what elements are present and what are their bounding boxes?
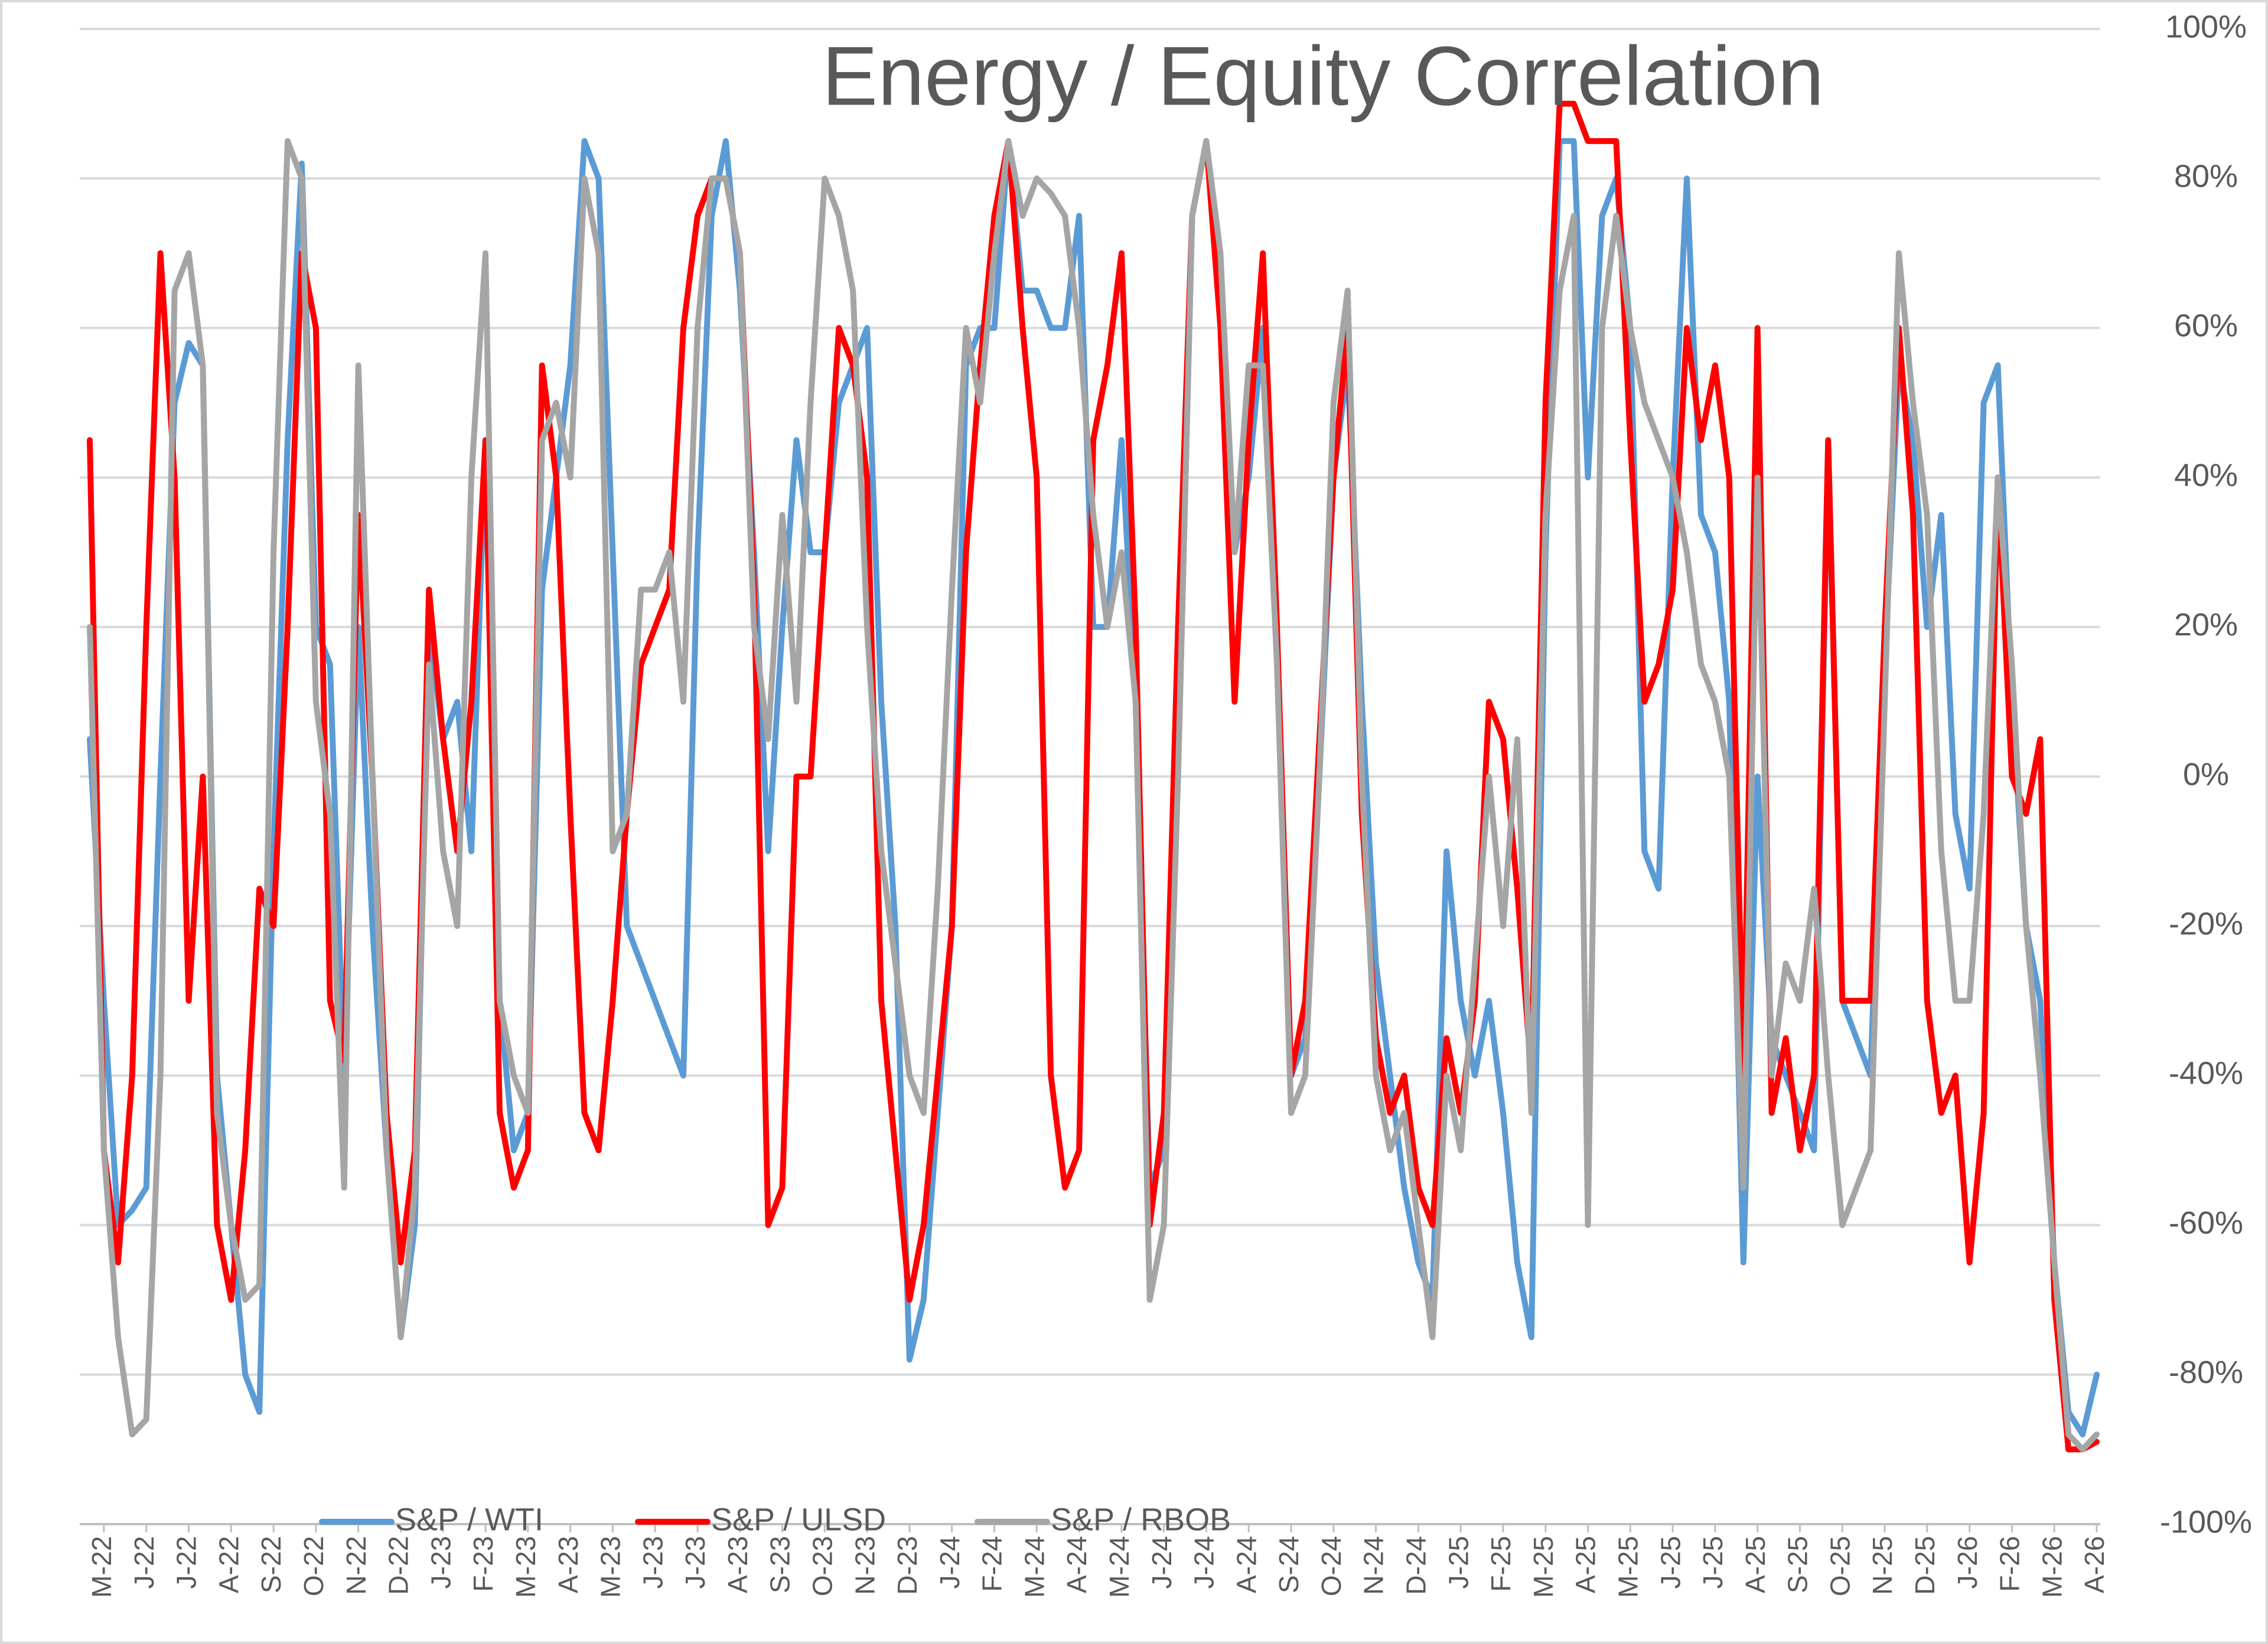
y-tick-label: -80%	[2169, 1355, 2243, 1390]
x-tick-label: D-23	[892, 1536, 923, 1595]
x-tick-label: F-24	[977, 1536, 1008, 1592]
x-tick-label: S-25	[1783, 1536, 1813, 1593]
x-tick-label: M-22	[86, 1536, 117, 1598]
x-tick-label: J-25	[1697, 1536, 1728, 1588]
x-tick-label: A-24	[1231, 1536, 1262, 1593]
x-tick-label: O-25	[1824, 1536, 1855, 1596]
x-tick-label: D-24	[1401, 1536, 1432, 1595]
x-tick-label: N-23	[849, 1536, 880, 1595]
x-tick-label: N-22	[341, 1536, 372, 1595]
x-tick-label: A-23	[553, 1536, 584, 1593]
x-tick-label: D-25	[1909, 1536, 1940, 1595]
x-tick-label: J-24	[934, 1536, 965, 1588]
x-tick-label: J-23	[680, 1536, 711, 1588]
x-tick-label: N-24	[1358, 1536, 1389, 1595]
x-tick-label: M-24	[1019, 1536, 1050, 1598]
x-tick-label: F-25	[1485, 1536, 1516, 1592]
x-tick-label: S-23	[765, 1536, 796, 1593]
y-tick-label: -40%	[2169, 1056, 2243, 1091]
x-tick-label: O-23	[807, 1536, 838, 1596]
x-tick-label: J-22	[171, 1536, 202, 1588]
x-tick-label: M-25	[1528, 1536, 1559, 1598]
x-tick-label: S-24	[1273, 1536, 1304, 1593]
x-tick-label: A-25	[1570, 1536, 1601, 1593]
x-tick-label: J-26	[1952, 1536, 1983, 1588]
legend-label: S&P / WTI	[395, 1502, 543, 1537]
y-tick-label: 80%	[2174, 158, 2238, 194]
x-tick-label: M-23	[510, 1536, 541, 1598]
legend-label: S&P / ULSD	[711, 1502, 886, 1537]
x-tick-label: M-24	[1104, 1536, 1135, 1598]
x-tick-label: M-26	[2036, 1536, 2067, 1598]
y-tick-label: 0%	[2183, 756, 2229, 792]
y-tick-label: -60%	[2169, 1205, 2243, 1241]
x-tick-label: F-26	[1995, 1536, 2025, 1592]
legend-label: S&P / RBOB	[1051, 1502, 1231, 1537]
x-tick-label: S-22	[256, 1536, 286, 1593]
y-tick-label: 100%	[2165, 9, 2247, 44]
x-tick-label: A-25	[1740, 1536, 1771, 1593]
x-tick-label: D-22	[383, 1536, 414, 1595]
plot-lines	[87, 100, 2100, 1453]
y-tick-label: 40%	[2174, 458, 2238, 493]
x-tick-label: J-24	[1189, 1536, 1220, 1588]
chart-title: Energy / Equity Correlation	[822, 30, 1824, 123]
x-tick-label: J-22	[129, 1536, 159, 1588]
x-tick-label: F-23	[468, 1536, 498, 1592]
x-tick-label: J-24	[1146, 1536, 1177, 1588]
y-tick-label: -20%	[2169, 906, 2243, 941]
x-tick-label: M-25	[1612, 1536, 1643, 1598]
series-line	[87, 138, 2100, 1453]
y-tick-label: 60%	[2174, 308, 2238, 344]
y-tick-label: -100%	[2160, 1504, 2252, 1539]
x-tick-label: A-23	[722, 1536, 753, 1593]
x-tick-label: A-26	[2079, 1536, 2110, 1593]
x-tick-label: A-22	[213, 1536, 244, 1593]
axes: -100% -80% -60% -40% -20% 0% 20% 40% 60% 80% 100% M…	[86, 9, 2252, 1598]
legend: S&P / WTI S&P / ULSD S&P / RBOB	[319, 1502, 1231, 1537]
x-tick-label: O-22	[298, 1536, 329, 1596]
x-tick-label: A-24	[1061, 1536, 1092, 1593]
x-tick-label: J-25	[1443, 1536, 1474, 1588]
x-tick-label: M-23	[595, 1536, 626, 1598]
x-tick-label: N-25	[1867, 1536, 1898, 1595]
x-tick-label: J-25	[1655, 1536, 1686, 1588]
x-tick-label: J-23	[425, 1536, 456, 1588]
y-tick-label: 20%	[2174, 607, 2238, 642]
x-tick-label: J-23	[637, 1536, 668, 1588]
x-tick-label: O-24	[1316, 1536, 1347, 1596]
